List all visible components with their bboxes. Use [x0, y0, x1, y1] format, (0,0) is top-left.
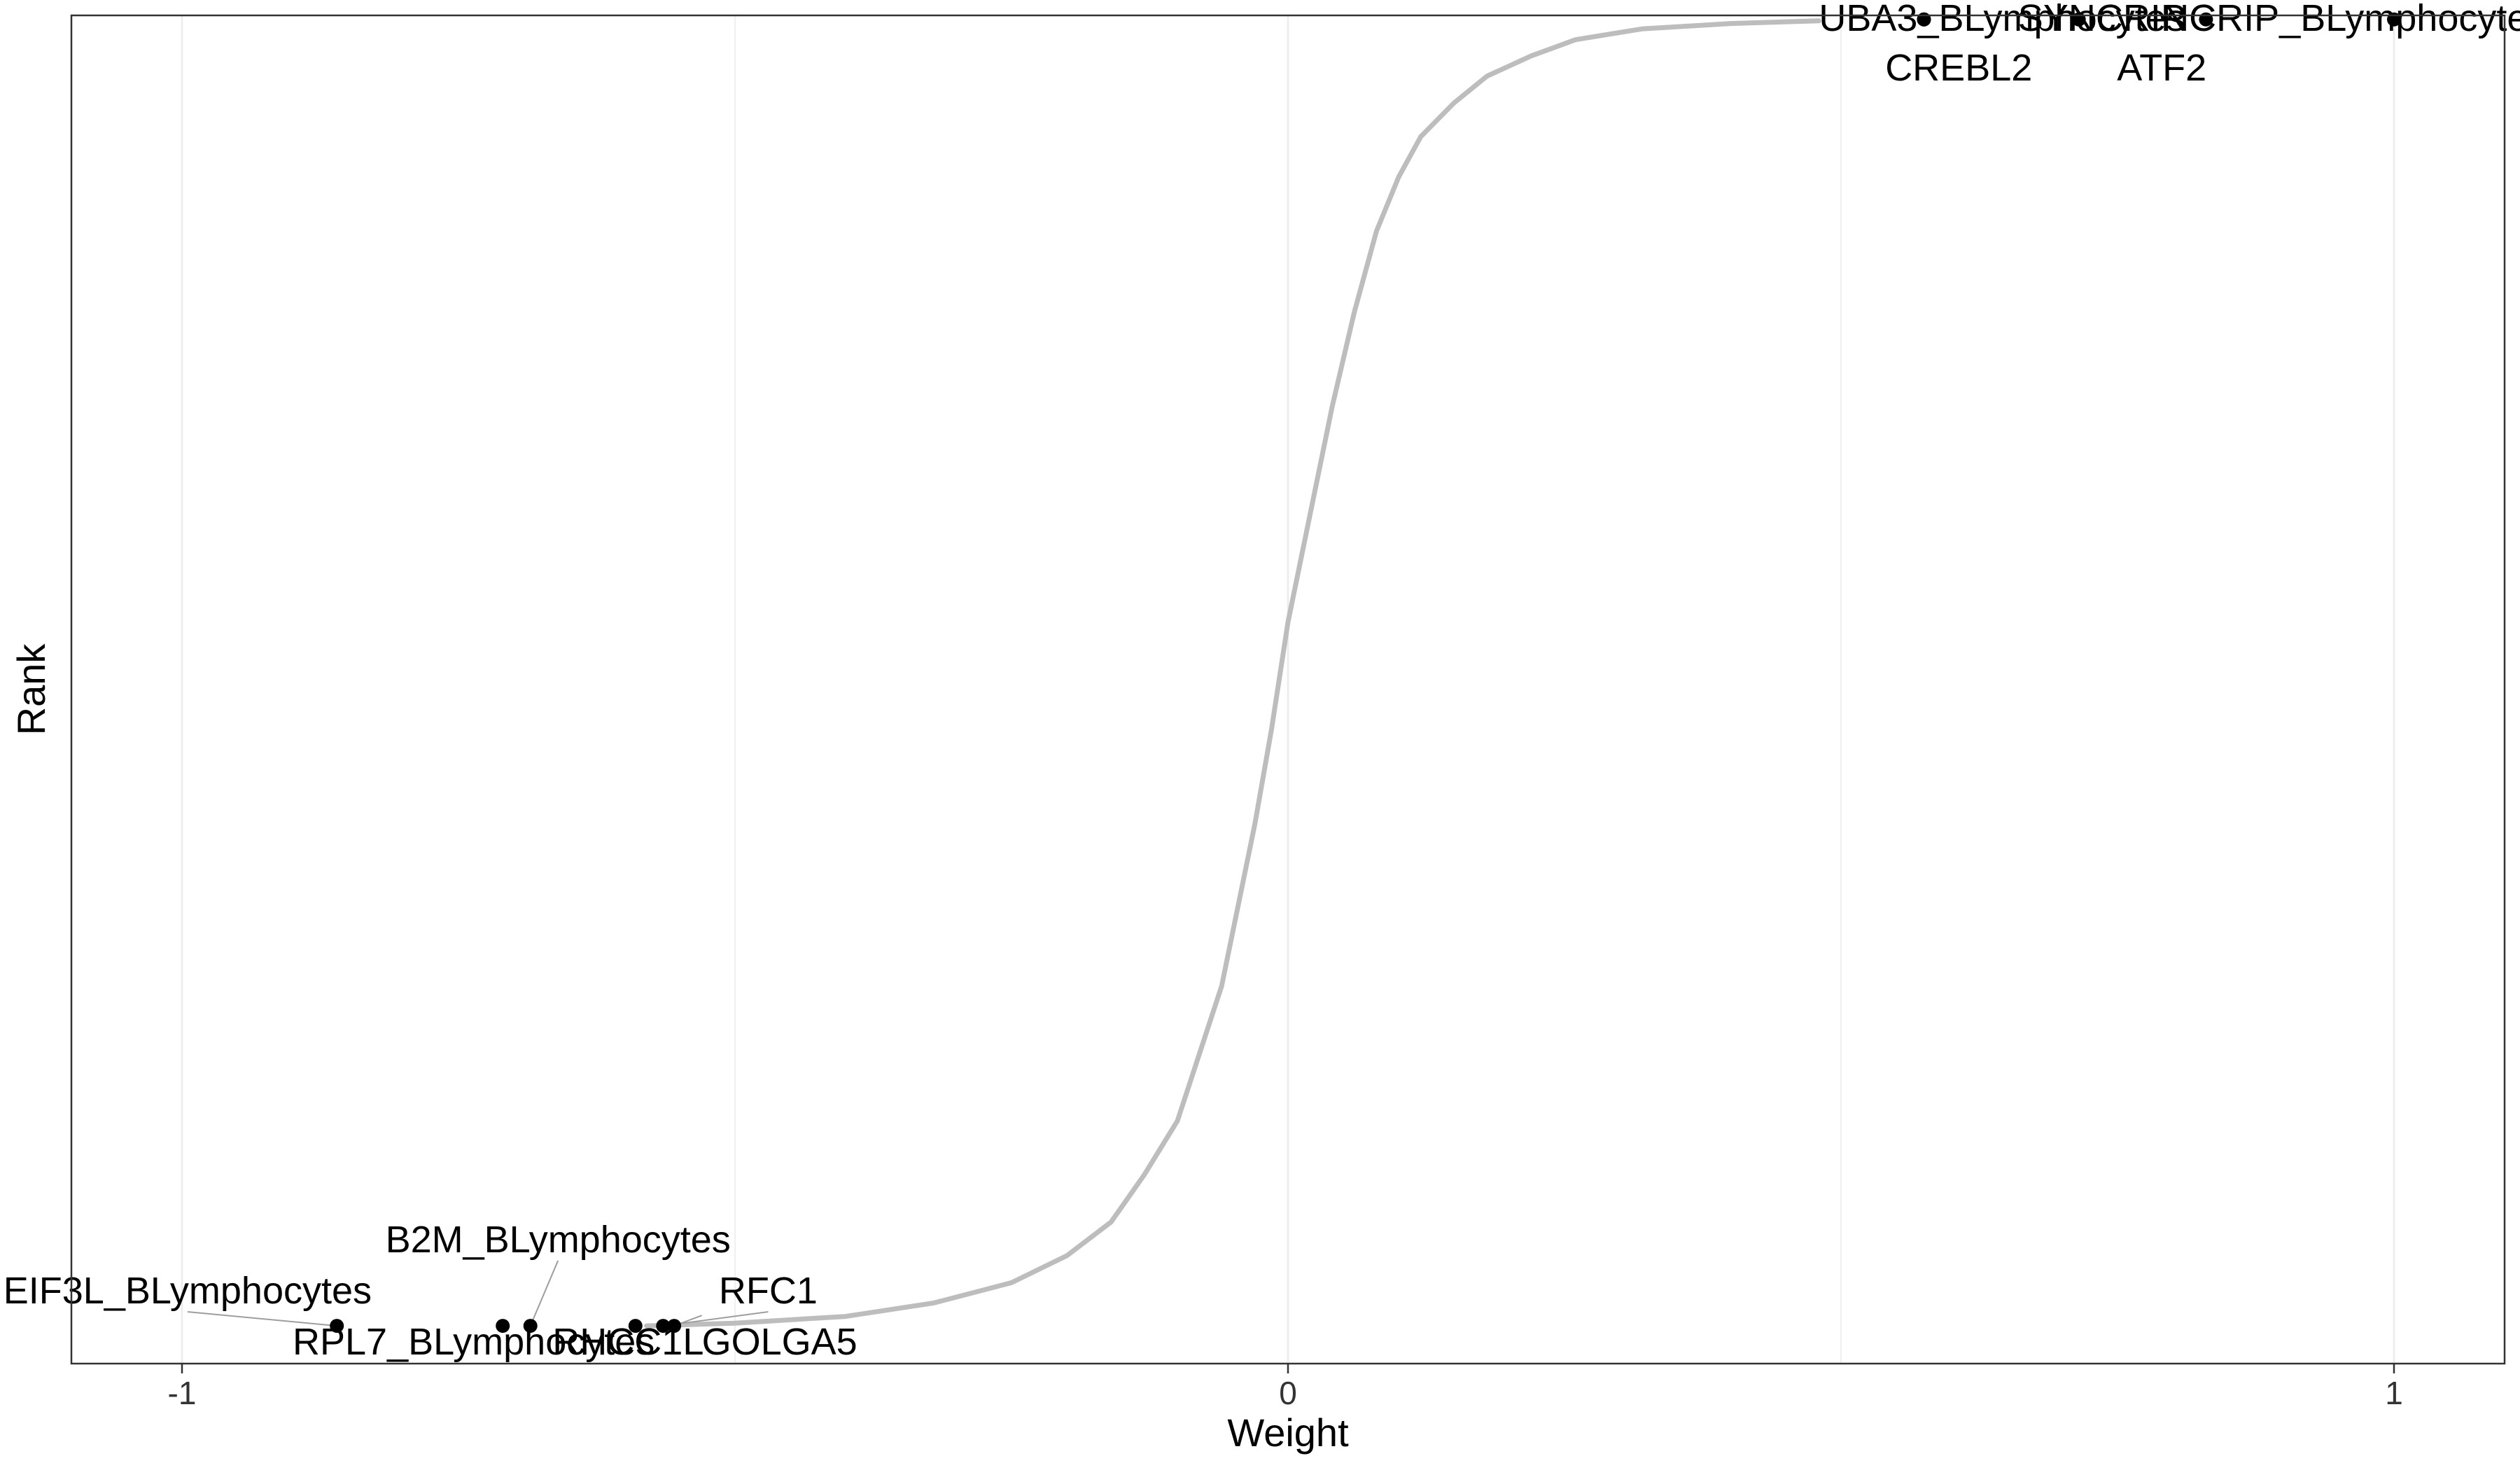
- label-golga5: GOLGA5: [702, 1321, 858, 1363]
- point-eif3l-blymphocytes: [330, 1319, 344, 1334]
- x-axis-title: Weight: [1227, 1410, 1349, 1455]
- point-golga5: [667, 1319, 682, 1334]
- x-axis-ticks: -1 0 1: [168, 1364, 2403, 1411]
- weight-curve: [644, 18, 1821, 1329]
- x-tick-label: 1: [2385, 1375, 2403, 1411]
- point-labels: EIF3L_BLymphocytes RPL7_BLymphocytes B2M_B…: [4, 0, 2520, 1363]
- label-crebl2: CREBL2: [1885, 47, 2032, 89]
- label-rpl7-blymphocytes: RPL7_BLymphocytes: [293, 1321, 654, 1363]
- highlighted-points: [330, 12, 2401, 1334]
- rank-curve-line: [644, 18, 1821, 1329]
- point-b2m-blymphocytes: [523, 1319, 538, 1334]
- leader-line: [529, 1260, 559, 1326]
- label-uba3-blymphocytes: UBA3_BLymphocytes: [1819, 0, 2185, 39]
- label-rfc1: RFC1: [719, 1270, 818, 1312]
- leader-line: [187, 1311, 337, 1327]
- label-atf2: ATF2: [2117, 47, 2206, 89]
- label-ncrip-blymphocytes: NCRIP_BLymphocytes: [2162, 0, 2520, 39]
- point-rpl7-blymphocytes: [496, 1319, 510, 1334]
- grid-lines: [181, 15, 2395, 1364]
- point-rfc1: [656, 1319, 671, 1334]
- x-tick-label: -1: [168, 1375, 197, 1411]
- label-eif3l-blymphocytes: EIF3L_BLymphocytes: [4, 1270, 372, 1312]
- label-rhcc1l: RHCC1L: [552, 1321, 704, 1363]
- y-axis-title: Rank: [9, 643, 53, 736]
- x-tick-label: 0: [1279, 1375, 1297, 1411]
- label-b2m-blymphocytes: B2M_BLymphocytes: [386, 1219, 731, 1261]
- point-rhcc1l: [628, 1319, 643, 1334]
- label-syncrip: SYNCRIP: [2018, 0, 2186, 39]
